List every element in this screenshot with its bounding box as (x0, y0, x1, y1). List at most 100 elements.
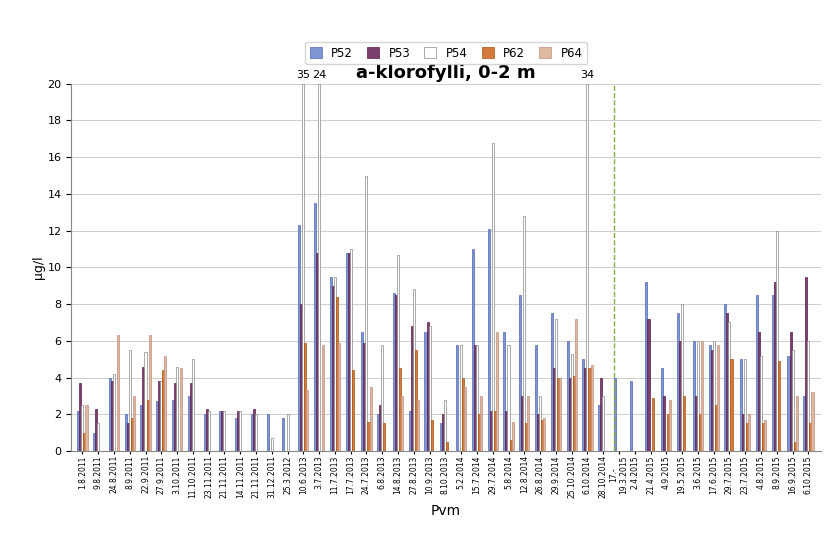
Bar (670, 400, 671, 451)
Bar (445, 400, 446, 451)
Bar (788, 356, 789, 451)
Bar (426, 322, 429, 451)
Bar (528, 396, 529, 451)
Bar (584, 368, 586, 451)
Text: 35: 35 (296, 70, 310, 80)
Bar (176, 367, 178, 451)
Bar (519, 295, 521, 451)
Bar (726, 313, 728, 451)
Bar (478, 414, 480, 451)
Bar (744, 359, 747, 451)
Bar (165, 356, 166, 451)
Bar (645, 282, 647, 451)
Bar (181, 368, 182, 451)
Bar (494, 410, 496, 451)
Bar (812, 392, 813, 451)
Bar (415, 350, 417, 451)
Bar (747, 424, 748, 451)
Bar (777, 361, 780, 451)
Bar (161, 381, 162, 451)
Bar (271, 438, 273, 451)
Bar (127, 424, 129, 451)
Bar (792, 350, 793, 451)
Bar (417, 400, 419, 451)
Bar (79, 383, 81, 451)
Bar (329, 277, 332, 451)
Bar (410, 326, 413, 451)
Bar (647, 319, 650, 451)
Bar (490, 410, 492, 451)
Bar (133, 396, 135, 451)
Bar (742, 414, 744, 451)
Y-axis label: µg/l: µg/l (32, 256, 44, 279)
Bar (553, 368, 555, 451)
Bar (679, 341, 681, 451)
Bar (521, 396, 523, 451)
Bar (474, 344, 476, 451)
Bar (808, 341, 809, 451)
Bar (559, 377, 561, 451)
Bar (525, 424, 528, 451)
Bar (557, 377, 559, 451)
Bar (663, 396, 665, 451)
Bar (125, 414, 127, 451)
Bar (84, 433, 85, 451)
Bar (503, 332, 506, 451)
Bar (555, 319, 557, 451)
Bar (740, 359, 742, 451)
Bar (283, 418, 284, 451)
Bar (172, 400, 174, 451)
Bar (716, 344, 719, 451)
Bar (630, 381, 632, 451)
Bar (568, 377, 571, 451)
Bar (349, 249, 352, 451)
Bar (156, 401, 158, 451)
Bar (762, 424, 764, 451)
Bar (399, 368, 401, 451)
Bar (95, 409, 97, 451)
Bar (789, 332, 792, 451)
Bar (506, 410, 507, 451)
Bar (383, 424, 385, 451)
Bar (803, 396, 805, 451)
Bar (237, 410, 239, 451)
Bar (395, 295, 397, 451)
Bar (377, 414, 380, 451)
Bar (677, 313, 679, 451)
Legend: P52, P53, P54, P62, P64: P52, P53, P54, P62, P64 (305, 42, 587, 64)
Bar (381, 344, 383, 451)
Bar (207, 410, 210, 451)
Bar (162, 370, 165, 451)
Bar (345, 253, 348, 451)
Bar (681, 304, 683, 451)
Bar (370, 387, 371, 451)
Text: 24: 24 (312, 70, 326, 80)
Bar (174, 383, 176, 451)
Bar (158, 381, 161, 451)
Bar (255, 414, 257, 451)
Bar (509, 440, 512, 451)
Bar (239, 410, 242, 451)
X-axis label: Pvm: Pvm (431, 504, 461, 518)
Bar (711, 350, 712, 451)
Bar (756, 295, 758, 451)
Bar (472, 249, 474, 451)
Bar (368, 422, 370, 451)
Bar (77, 410, 79, 451)
Bar (697, 341, 699, 451)
Bar (81, 405, 84, 451)
Bar (431, 420, 433, 451)
Bar (338, 343, 340, 451)
Bar (507, 344, 509, 451)
Bar (793, 442, 796, 451)
Bar (709, 344, 711, 451)
Bar (334, 277, 336, 451)
Bar (695, 396, 697, 451)
Bar (146, 400, 149, 451)
Bar (661, 368, 663, 451)
Bar (541, 420, 543, 451)
Bar (97, 424, 99, 451)
Bar (764, 420, 766, 451)
Bar (537, 414, 539, 451)
Bar (462, 377, 464, 451)
